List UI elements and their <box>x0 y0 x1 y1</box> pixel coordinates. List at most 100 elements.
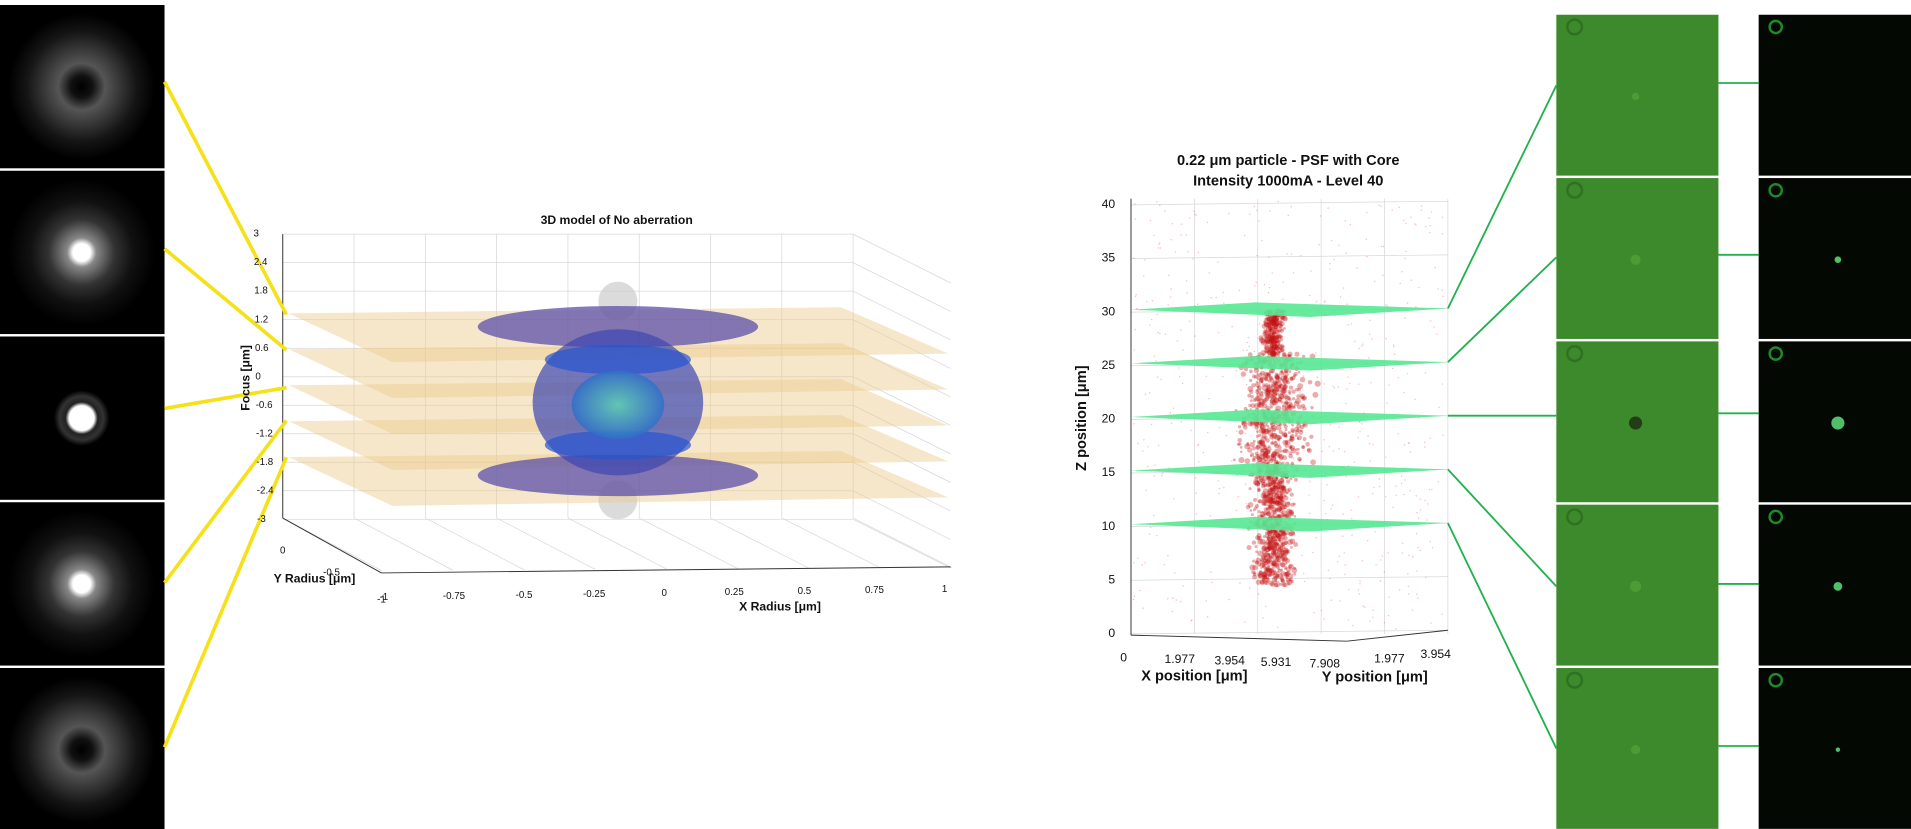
scatter-point <box>1238 457 1245 464</box>
scatter-point <box>1133 595 1136 597</box>
scatter-point <box>1367 435 1369 437</box>
scatter-point <box>1266 482 1271 487</box>
scatter-point <box>1270 350 1277 357</box>
scatter-point <box>1270 422 1273 426</box>
scatter-point <box>1282 439 1289 446</box>
scatter-point <box>1267 492 1274 499</box>
scatter-point <box>1313 611 1315 614</box>
scatter-point <box>1263 371 1269 377</box>
scatter-point <box>1290 436 1295 441</box>
scatter-point <box>1290 546 1293 549</box>
scatter-point <box>1295 448 1299 451</box>
scatter-point <box>1280 387 1285 391</box>
scatter-point <box>1272 542 1278 548</box>
scatter-point <box>1275 375 1280 381</box>
scatter-point <box>1282 448 1288 454</box>
scatter-point <box>1349 223 1352 226</box>
grid-line <box>852 461 951 512</box>
scatter-point <box>1271 338 1277 344</box>
scatter-point <box>1361 343 1364 345</box>
scatter-point <box>1178 375 1181 378</box>
scatter-point <box>1265 388 1269 392</box>
scatter-point <box>1280 553 1285 558</box>
scatter-point <box>1272 549 1276 553</box>
scatter-point <box>1433 326 1435 328</box>
scatter-point <box>1339 296 1342 298</box>
scatter-point <box>1276 373 1281 378</box>
scatter-point <box>1268 580 1275 586</box>
scatter-point <box>1297 370 1301 374</box>
scatter-point <box>1276 333 1282 339</box>
particle <box>1630 745 1641 755</box>
scatter-point <box>1270 345 1276 351</box>
scatter-point <box>1297 404 1302 410</box>
particle <box>1566 181 1584 199</box>
scatter-point <box>1281 431 1288 438</box>
scatter-point <box>1276 543 1280 546</box>
scatter-point <box>1268 256 1270 259</box>
scatter-point <box>1294 430 1299 435</box>
scatter-point <box>1359 580 1361 582</box>
scatter-point <box>1395 494 1397 497</box>
scatter-point <box>1281 485 1285 490</box>
scatter-point <box>1263 561 1268 566</box>
scatter-point <box>1383 622 1386 624</box>
scatter-point <box>1275 477 1279 480</box>
scatter-point <box>1372 443 1374 446</box>
scatter-point <box>1265 558 1269 562</box>
scatter-point <box>1264 580 1270 586</box>
scatter-point <box>1273 335 1279 340</box>
scatter-point <box>1272 336 1277 341</box>
scatter-point <box>1274 387 1280 392</box>
scatter-point <box>1268 375 1274 381</box>
scatter-point <box>1273 572 1279 579</box>
scatter-point <box>1278 530 1285 537</box>
scatter-point <box>1251 374 1256 379</box>
scatter-point <box>1257 403 1262 408</box>
scatter-point <box>1275 350 1281 356</box>
scatter-point <box>1271 319 1273 322</box>
scatter-point <box>1258 377 1264 383</box>
scatter-point <box>1280 562 1286 568</box>
grid-line <box>852 518 951 569</box>
scatter-point <box>1299 429 1303 433</box>
scatter-point <box>1271 539 1276 544</box>
scatter-point <box>1245 504 1251 510</box>
scatter-point <box>1379 580 1382 582</box>
scatter-point <box>1297 383 1304 390</box>
scatter-point <box>1281 505 1286 510</box>
scatter-point <box>1273 492 1280 499</box>
scatter-point <box>1271 433 1278 440</box>
scatter-point <box>1274 346 1278 350</box>
scatter-point <box>1271 478 1276 483</box>
scatter-point <box>1260 441 1266 447</box>
scatter-point <box>1266 507 1270 511</box>
scatter-point <box>1252 398 1257 402</box>
scatter-point <box>1258 456 1262 460</box>
psf-lobe <box>477 306 759 348</box>
scatter-point <box>1277 482 1282 487</box>
scatter-point <box>1429 224 1431 227</box>
x-tick-label: 5.931 <box>1261 655 1292 669</box>
scatter-point <box>1144 393 1147 395</box>
scatter-point <box>1271 507 1277 513</box>
scatter-point <box>1249 369 1253 374</box>
scatter-point <box>1288 403 1293 408</box>
scatter-point <box>1197 443 1199 446</box>
scatter-point <box>1239 582 1241 584</box>
scatter-point <box>1167 554 1169 557</box>
scatter-point <box>1415 532 1418 535</box>
scatter-point <box>1292 272 1295 274</box>
z-tick-label: -1.8 <box>256 457 273 468</box>
scatter-point <box>1427 503 1429 505</box>
scatter-point <box>1271 562 1276 567</box>
scatter-point <box>1225 434 1228 437</box>
scatter-point <box>1263 283 1266 286</box>
scatter-point <box>1256 482 1261 487</box>
scatter-point <box>1276 317 1280 321</box>
psf-pattern <box>8 676 155 823</box>
scatter-point <box>1281 579 1286 584</box>
scatter-point <box>1258 440 1263 445</box>
scatter-point <box>1284 571 1290 577</box>
focal-plane <box>1131 516 1448 532</box>
